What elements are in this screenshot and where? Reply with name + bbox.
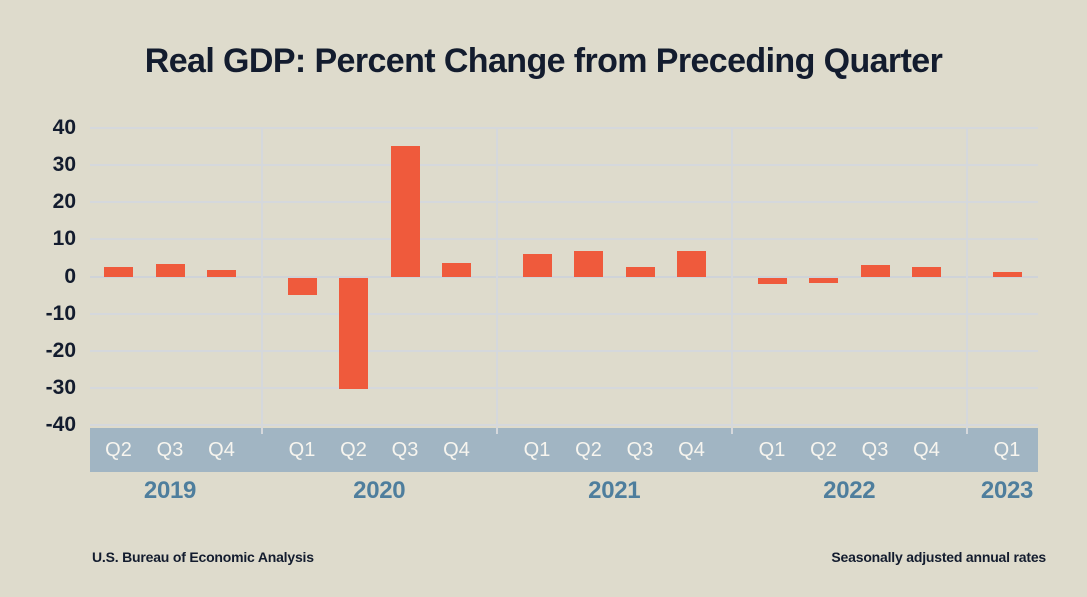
bar-2020-Q1 <box>287 278 317 295</box>
gridline-y--40 <box>90 424 1038 427</box>
gridline-y-10 <box>90 238 1038 241</box>
quarter-label-2020-Q3: Q3 <box>391 439 419 461</box>
gridline-y-40 <box>90 126 1038 129</box>
bar-2021-Q4 <box>677 250 706 277</box>
chart-title: Real GDP: Percent Change from Preceding … <box>144 42 943 80</box>
bar-2022-Q4 <box>912 266 941 277</box>
gridline-y-20 <box>90 201 1038 204</box>
quarter-label-2022-Q2: Q2 <box>810 439 837 461</box>
y-axis-tick-label: 40 <box>52 115 76 139</box>
gridline-y-0 <box>90 275 1038 278</box>
bar-2019-Q4 <box>207 269 236 277</box>
gridline-y--10 <box>90 312 1038 315</box>
bar-2020-Q3 <box>390 145 420 277</box>
bar-2021-Q1 <box>522 253 552 277</box>
quarter-label-2021-Q2: Q2 <box>575 439 602 461</box>
quarter-label-2022-Q3: Q3 <box>861 439 889 461</box>
bar-2022-Q3 <box>860 264 890 277</box>
gridline-y--20 <box>90 349 1038 352</box>
year-separator-gridline <box>260 128 263 434</box>
bar-2020-Q2 <box>339 278 368 389</box>
year-label-2020: 2020 <box>353 477 406 504</box>
year-separator-gridline <box>730 128 733 434</box>
y-axis-tick-label: -30 <box>45 375 76 399</box>
quarter-label-2019-Q3: Q3 <box>156 439 184 461</box>
quarter-label-2021-Q1: Q1 <box>523 439 551 461</box>
y-axis-tick-label: 30 <box>52 153 76 177</box>
y-axis-tick-label: 20 <box>52 190 76 214</box>
quarter-label-2020-Q2: Q2 <box>340 439 367 461</box>
quarter-label-2022-Q4: Q4 <box>913 439 940 461</box>
bar-2022-Q1 <box>757 278 787 284</box>
adjustment-note: Seasonally adjusted annual rates <box>831 549 1046 565</box>
quarter-label-2019-Q2: Q2 <box>105 439 132 461</box>
quarter-label-2021-Q4: Q4 <box>678 439 705 461</box>
bar-2019-Q2 <box>104 266 133 277</box>
year-label-2023: 2023 <box>980 477 1034 504</box>
y-axis-tick-label: -20 <box>45 338 76 362</box>
bar-2019-Q3 <box>155 263 185 277</box>
bar-2023-Q1 <box>992 271 1022 277</box>
quarter-label-2020-Q4: Q4 <box>443 439 470 461</box>
gridline-y-30 <box>90 164 1038 167</box>
bar-2020-Q4 <box>442 262 471 277</box>
y-axis-tick-label: 0 <box>64 264 76 288</box>
year-label-2019: 2019 <box>143 477 197 504</box>
y-axis-tick-label: -10 <box>45 301 76 325</box>
quarter-label-2019-Q4: Q4 <box>208 439 235 461</box>
source-note: U.S. Bureau of Economic Analysis <box>92 549 314 565</box>
bar-2021-Q3 <box>625 266 655 277</box>
quarter-label-2023-Q1: Q1 <box>993 439 1021 461</box>
quarter-label-2021-Q3: Q3 <box>626 439 654 461</box>
bar-2022-Q2 <box>809 278 838 283</box>
y-axis-tick-label: 10 <box>52 227 76 251</box>
bar-2021-Q2 <box>574 250 603 277</box>
quarter-label-2022-Q1: Q1 <box>758 439 786 461</box>
x-axis-band <box>90 428 1038 472</box>
year-label-2021: 2021 <box>588 477 641 504</box>
year-label-2022: 2022 <box>823 477 876 504</box>
y-axis-tick-label: -40 <box>45 413 76 437</box>
year-separator-gridline <box>495 128 498 434</box>
quarter-label-2020-Q1: Q1 <box>288 439 316 461</box>
year-separator-gridline <box>965 128 968 434</box>
gridline-y--30 <box>90 386 1038 389</box>
